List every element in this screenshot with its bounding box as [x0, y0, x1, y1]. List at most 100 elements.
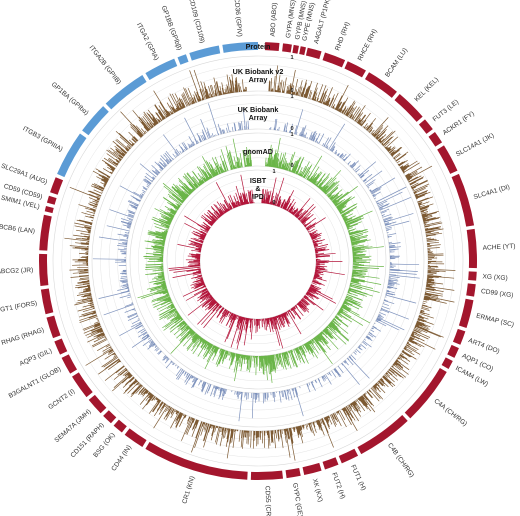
segment-aqp1-co — [447, 344, 459, 358]
segment-bcam-lu — [364, 72, 397, 98]
segment-cd99-xg — [466, 283, 476, 297]
gene-label-gp1bb-gpib: GP1BB (GPIbβ) — [160, 5, 183, 52]
gene-label-c4a-ch-rg: C4A (CH/RG) — [432, 398, 468, 428]
ring-guide — [166, 169, 350, 353]
ring-guide — [100, 103, 416, 419]
segment-cd55-crom — [250, 470, 284, 480]
gene-label-c4b-ch-rg: C4B (CH/RG) — [386, 442, 415, 479]
segment-c4a-ch-rg — [404, 367, 447, 419]
gene-label-cd36-gpiv: CD36 (GPIV) — [233, 0, 243, 37]
segment-sema7a-jmh — [88, 394, 107, 414]
segment-cd59-cd59 — [46, 195, 57, 205]
segment-abcg2-jr — [39, 253, 49, 287]
scale-max-label: 1 — [272, 169, 275, 175]
segment-cr1-kn — [145, 441, 248, 480]
scale-max-label: 1 — [290, 132, 293, 138]
segment-cd36-gpiv — [222, 42, 258, 53]
segment-art4-do — [452, 328, 466, 345]
gene-label-slc14a1-jk: SLC14A1 (JK) — [455, 132, 495, 158]
gene-label-xk-kx: XK (KX) — [311, 478, 324, 503]
ukb-bars — [92, 103, 420, 422]
gene-label-abo-abo: ABO (ABO) — [269, 2, 278, 36]
segment-xg-xg — [468, 271, 477, 281]
segment-gp1ba-gpib — [82, 106, 109, 136]
segment-rhce-rh — [344, 61, 366, 78]
segment-bsg-ok — [113, 419, 127, 433]
scale-max-label: 1 — [290, 94, 293, 100]
gene-label-gbgt1-fors: GBGT1 (FORS) — [0, 300, 38, 316]
segment-xk-kx — [302, 462, 322, 476]
segment-itga2-gpia — [145, 58, 178, 81]
track-label-isbt: IPD — [252, 192, 264, 201]
gene-label-itga2-gpia: ITGA2 (GPIA) — [135, 22, 160, 62]
track-label-ukb: Array — [249, 113, 268, 122]
gene-label-itga2b-gpiib: ITGA2B (GPIIB) — [88, 44, 123, 86]
gene-label-gcnt2-i: GCNT2 (I) — [47, 388, 76, 411]
gene-label-gypc-ge: GYPC (GE) — [291, 482, 304, 516]
segment-slc29a1-aug — [50, 177, 64, 195]
gene-label-abcg2-jr: ABCG2 (JR) — [0, 267, 33, 275]
ring-guide — [108, 111, 408, 411]
scale-min-label: 0 — [290, 163, 293, 169]
segment-kel-kel — [394, 94, 423, 122]
gene-label-art4-do: ART4 (DO) — [467, 337, 500, 355]
gene-label-aqp3-gil: AQP3 (GIL) — [19, 348, 53, 368]
scale-min-label: 0 — [272, 200, 275, 206]
ring-guide — [70, 73, 446, 449]
track-label-isbt: & — [255, 184, 260, 193]
segment-smim1-vel — [44, 206, 54, 214]
segment-a4galt-p1pk — [305, 47, 322, 60]
gene-label-xg-xg: XG (XG) — [482, 273, 508, 282]
gene-label-rhce-rh: RHCE (RH) — [357, 28, 379, 62]
segment-slc4a1-di — [451, 173, 475, 227]
gene-label-gp1ba-gpib: GP1BA (GPIbα) — [50, 81, 90, 117]
segment-ache-yt — [466, 228, 477, 269]
segment-b3galnt1-glob — [61, 354, 78, 374]
ring-guide — [199, 202, 317, 320]
segment-c4b-ch-rg — [357, 415, 408, 455]
ring-guide — [129, 132, 387, 390]
gnomad-track — [137, 137, 384, 383]
isbt-ipd-track — [168, 174, 345, 350]
segment-icam4-lw — [441, 357, 453, 369]
gene-label-cr1-kn: CR1 (KN) — [181, 475, 196, 504]
track-label-protein: Protein — [246, 42, 271, 51]
gene-label-kel-kel: KEL (KEL) — [413, 76, 440, 103]
isbt-bars — [168, 174, 345, 350]
gene-label-cd55-crom: CD55 (CROM) — [263, 486, 272, 516]
segment-gbgt1-fors — [40, 288, 54, 315]
ring-guide — [183, 186, 333, 336]
ring-guide — [146, 149, 370, 373]
gene-label-ermap-sc: ERMAP (SC) — [475, 313, 514, 329]
protein-segments-ring — [39, 42, 477, 480]
ring-guide — [175, 178, 341, 344]
gene-label-fut3-le: FUT3 (LE) — [432, 99, 460, 124]
scale-min-label: 0 — [290, 88, 293, 94]
scale-max-label: 1 — [290, 55, 293, 61]
ring-guide — [138, 141, 378, 381]
segment-ackr1-fy — [428, 131, 443, 147]
segment-aqp3-gil — [54, 338, 68, 355]
gene-label-cd109-cd109: CD109 (CD109) — [187, 0, 205, 44]
segment-itgb3-gpiiia — [57, 133, 87, 178]
segment-itga2b-gpiib — [105, 75, 147, 110]
track-label-isbt: ISBT — [250, 176, 267, 185]
segment-cd109-cd109 — [189, 45, 221, 61]
segment-fut3-le — [418, 119, 433, 134]
ukb-v2-array-track — [64, 65, 456, 461]
ring-guide — [52, 55, 464, 467]
segment-gype-mns — [299, 46, 306, 56]
ring-guide — [87, 90, 429, 432]
segment-fut2-h — [322, 457, 339, 470]
gene-label-itgb3-gpiiia: ITGB3 (GPIIIA) — [21, 125, 63, 153]
gene-label-bcam-lu: BCAM (LU) — [384, 47, 409, 79]
segment-rhag-rhag — [46, 315, 61, 339]
ring-guide — [125, 128, 391, 394]
gene-label-cd99-xg: CD99 (XG) — [480, 288, 513, 299]
gene-label-fut1-h: FUT1 (H) — [349, 464, 367, 492]
segment-cd44-in — [124, 428, 147, 447]
track-label-gnomad: gnomAD — [243, 147, 273, 156]
segment-ermap-sc — [458, 298, 474, 328]
